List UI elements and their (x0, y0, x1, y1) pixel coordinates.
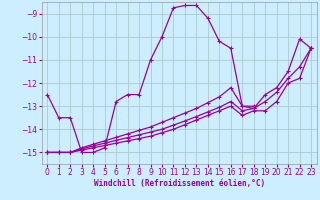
X-axis label: Windchill (Refroidissement éolien,°C): Windchill (Refroidissement éolien,°C) (94, 179, 265, 188)
